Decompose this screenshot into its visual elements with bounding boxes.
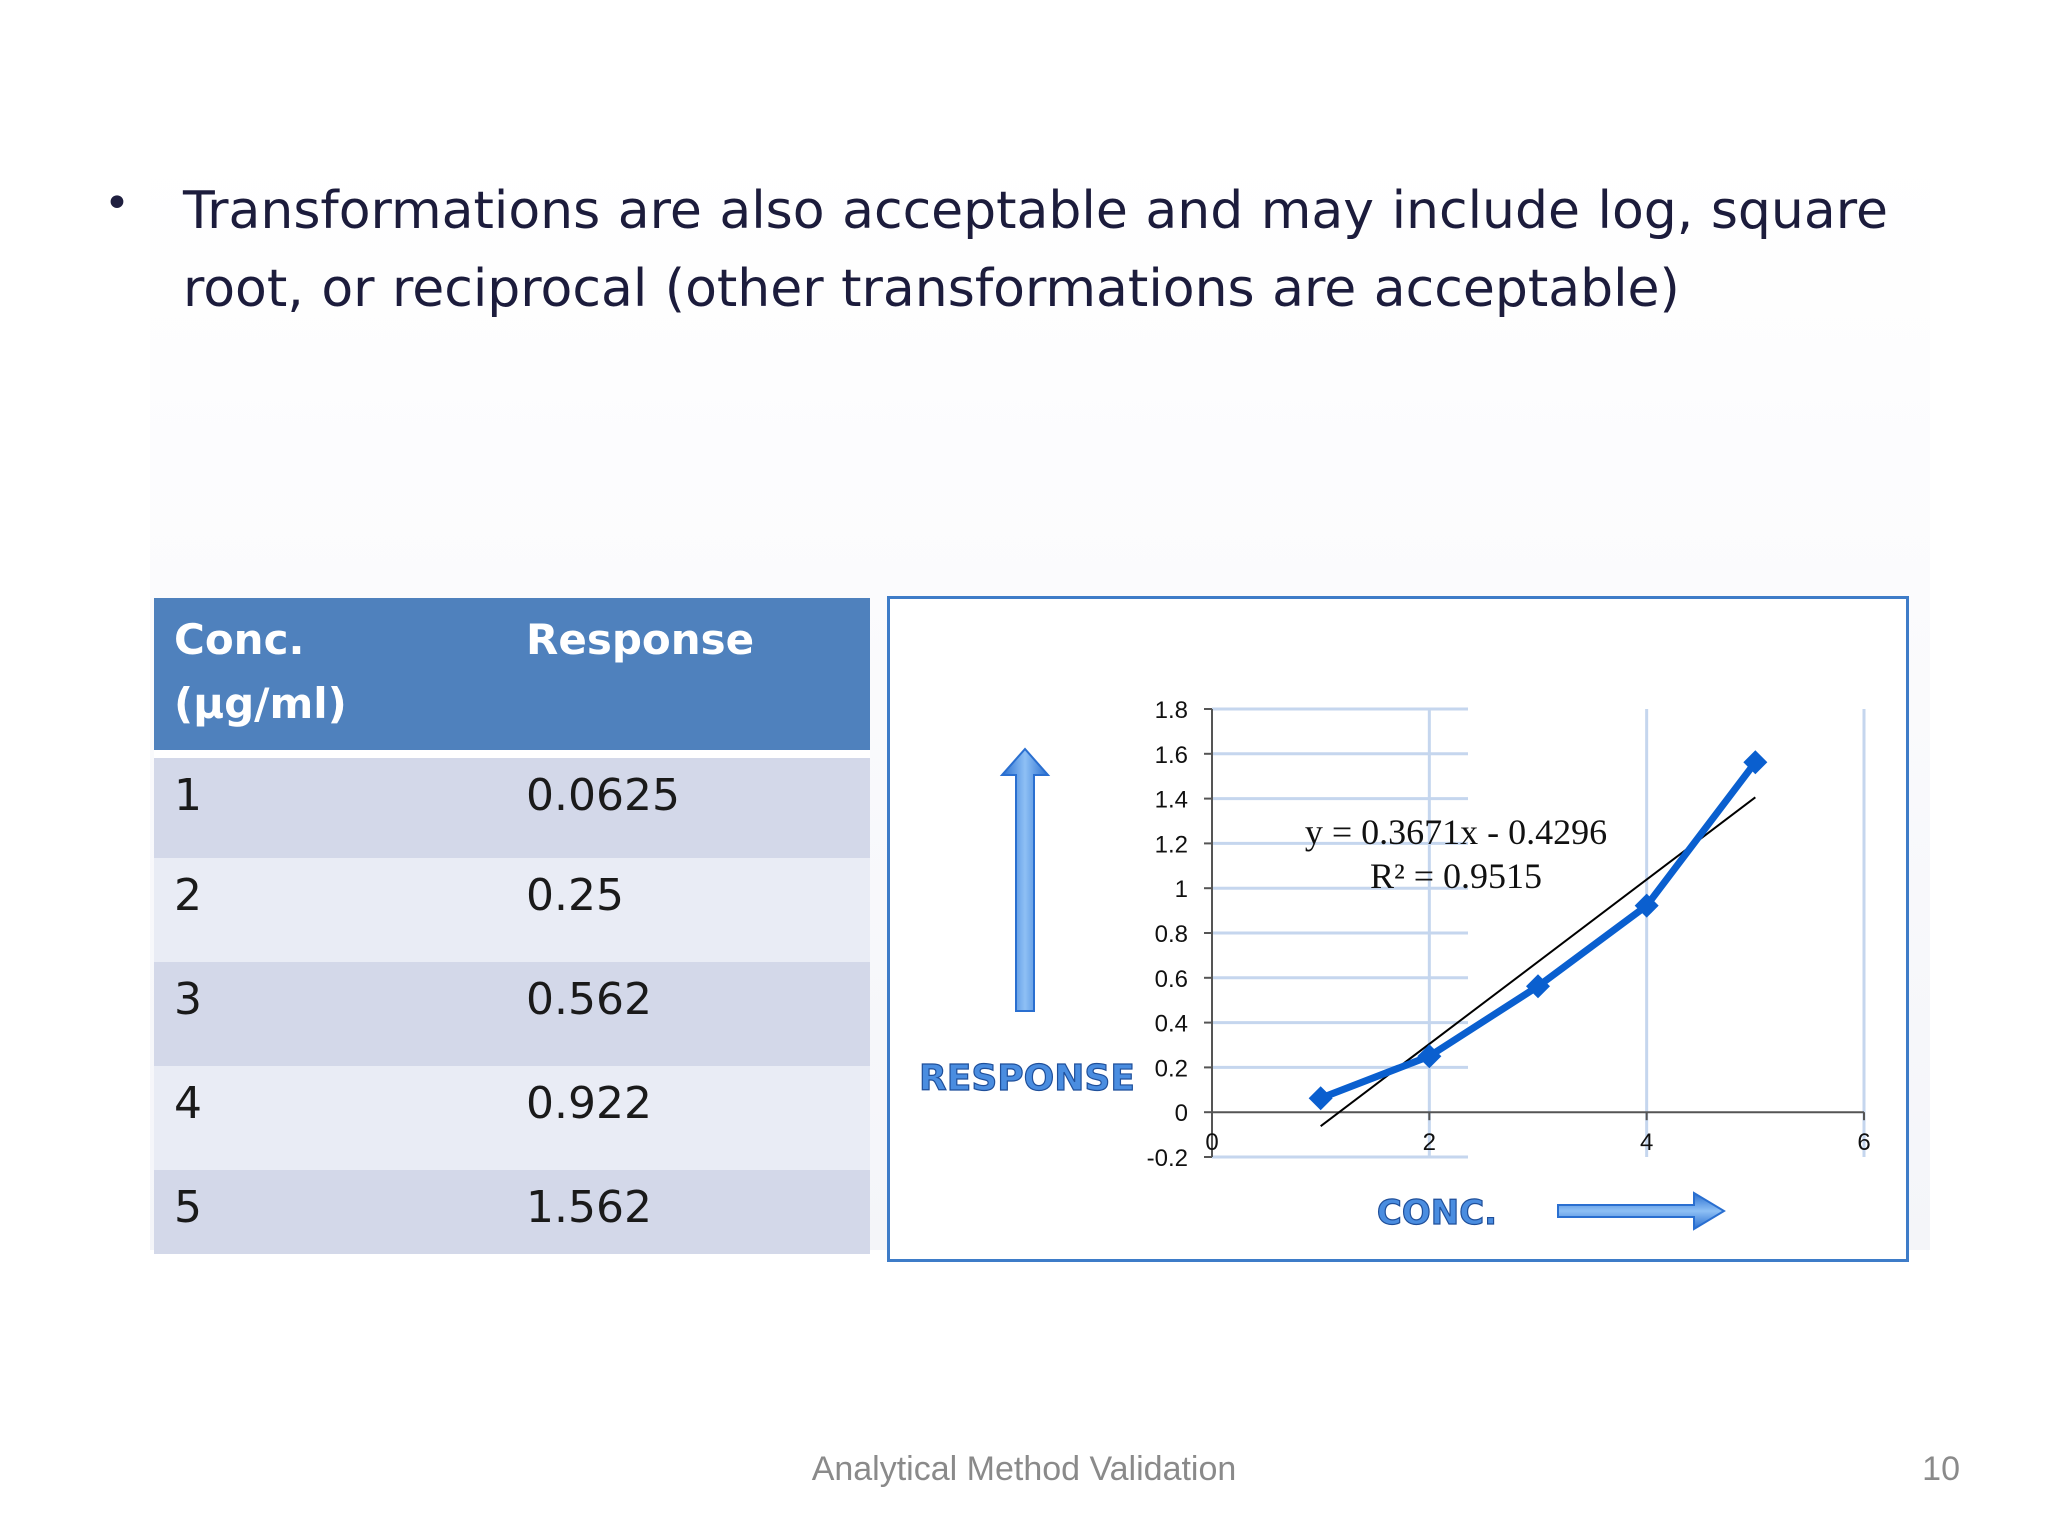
cell-response: 0.25 — [506, 858, 870, 962]
data-point — [1526, 974, 1550, 999]
x-axis-label: CONC. — [1377, 1193, 1497, 1233]
y-tick-label: 1.4 — [1155, 787, 1188, 814]
y-tick-label: 0 — [1175, 1100, 1188, 1127]
data-point — [1743, 750, 1768, 775]
chart-svg: -0.2 0 0.2 0.4 0.6 0.8 1 1.2 1.4 1.6 1.8 0 2 4 6 RESPO… — [918, 697, 1870, 1234]
table-row: 3 0.562 — [154, 962, 870, 1066]
data-table: Conc. (µg/ml) Response 1 0.0625 2 0.25 3… — [154, 598, 870, 1254]
y-tick-label: 0.8 — [1155, 921, 1188, 948]
y-tick-label: -0.2 — [1147, 1145, 1188, 1172]
cell-conc: 2 — [154, 858, 506, 962]
equation-annotation: y = 0.3671x - 0.4296 — [1305, 812, 1607, 852]
bullet-text: Transformations are also acceptable and … — [183, 181, 1888, 319]
x-tick-label: 0 — [1205, 1129, 1218, 1156]
x-tick-label: 4 — [1640, 1129, 1653, 1156]
table-row: 5 1.562 — [154, 1170, 870, 1254]
response-arrow — [999, 747, 1051, 1012]
bullet-marker: • — [104, 178, 130, 229]
footer-title: Analytical Method Validation — [811, 1450, 1237, 1488]
cell-response: 1.562 — [506, 1170, 870, 1254]
x-tick-label: 6 — [1857, 1129, 1870, 1156]
cell-response: 0.0625 — [506, 754, 870, 858]
y-tick-label: 0.2 — [1155, 1055, 1188, 1082]
y-tick-label: 1.8 — [1155, 697, 1188, 724]
data-point — [1308, 1086, 1333, 1111]
y-tick-label: 1 — [1175, 876, 1188, 903]
y-tick-label: 1.6 — [1155, 742, 1188, 769]
r-squared-annotation: R² = 0.9515 — [1370, 856, 1542, 896]
table-row: 4 0.922 — [154, 1066, 870, 1170]
cell-response: 0.922 — [506, 1066, 870, 1170]
y-tick-label: 0.4 — [1155, 1011, 1188, 1038]
data-point — [1634, 893, 1659, 918]
cell-conc: 5 — [154, 1170, 506, 1254]
page-number: 10 — [1922, 1450, 1960, 1488]
x-tick-label: 2 — [1423, 1129, 1436, 1156]
cell-conc: 3 — [154, 962, 506, 1066]
conc-arrow — [1557, 1191, 1726, 1231]
y-tick-label: 0.6 — [1155, 966, 1188, 993]
cell-conc: 1 — [154, 754, 506, 858]
table-row: 1 0.0625 — [154, 754, 870, 858]
table-row: 2 0.25 — [154, 858, 870, 962]
table-header-row: Conc. (µg/ml) Response — [154, 598, 870, 758]
cell-conc: 4 — [154, 1066, 506, 1170]
header-conc: Conc. (µg/ml) — [154, 598, 506, 758]
y-axis-label: RESPONSE — [919, 1058, 1135, 1099]
header-response: Response — [506, 598, 870, 758]
chart-frame: -0.2 0 0.2 0.4 0.6 0.8 1 1.2 1.4 1.6 1.8 0 2 4 6 RESPO… — [887, 596, 1909, 1262]
cell-response: 0.562 — [506, 962, 870, 1066]
y-tick-label: 1.2 — [1155, 831, 1188, 858]
data-point — [1417, 1044, 1442, 1069]
